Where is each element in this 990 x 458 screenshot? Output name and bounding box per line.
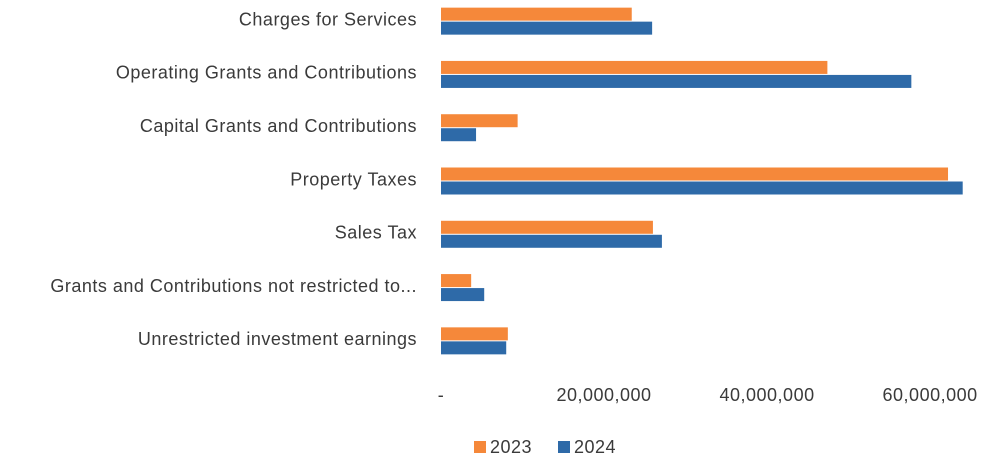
legend-swatch [558, 441, 570, 453]
bar [441, 288, 485, 302]
legend-label: 2024 [574, 437, 616, 457]
bar [441, 274, 472, 288]
legend-label: 2023 [490, 437, 532, 457]
legend-swatch [474, 441, 486, 453]
bar [441, 128, 477, 142]
bar [441, 60, 828, 74]
bar [441, 181, 963, 195]
x-tick-label: - [438, 385, 445, 405]
bar [441, 7, 632, 21]
bar [441, 341, 507, 355]
y-tick-label: Sales Tax [335, 223, 417, 243]
y-tick-label: Capital Grants and Contributions [140, 116, 417, 136]
bar [441, 167, 949, 181]
y-tick-label: Operating Grants and Contributions [116, 63, 417, 83]
x-tick-label: 20,000,000 [556, 385, 651, 405]
bar [441, 220, 653, 234]
y-tick-label: Property Taxes [290, 169, 417, 189]
bar [441, 234, 662, 248]
y-tick-label: Grants and Contributions not restricted … [50, 276, 417, 296]
bar [441, 327, 508, 341]
bar [441, 114, 518, 128]
x-tick-label: 60,000,000 [883, 385, 978, 405]
x-tick-label: 40,000,000 [720, 385, 815, 405]
bar [441, 21, 653, 35]
y-tick-label: Unrestricted investment earnings [138, 329, 417, 349]
y-tick-label: Charges for Services [239, 9, 417, 29]
bar [441, 74, 912, 88]
